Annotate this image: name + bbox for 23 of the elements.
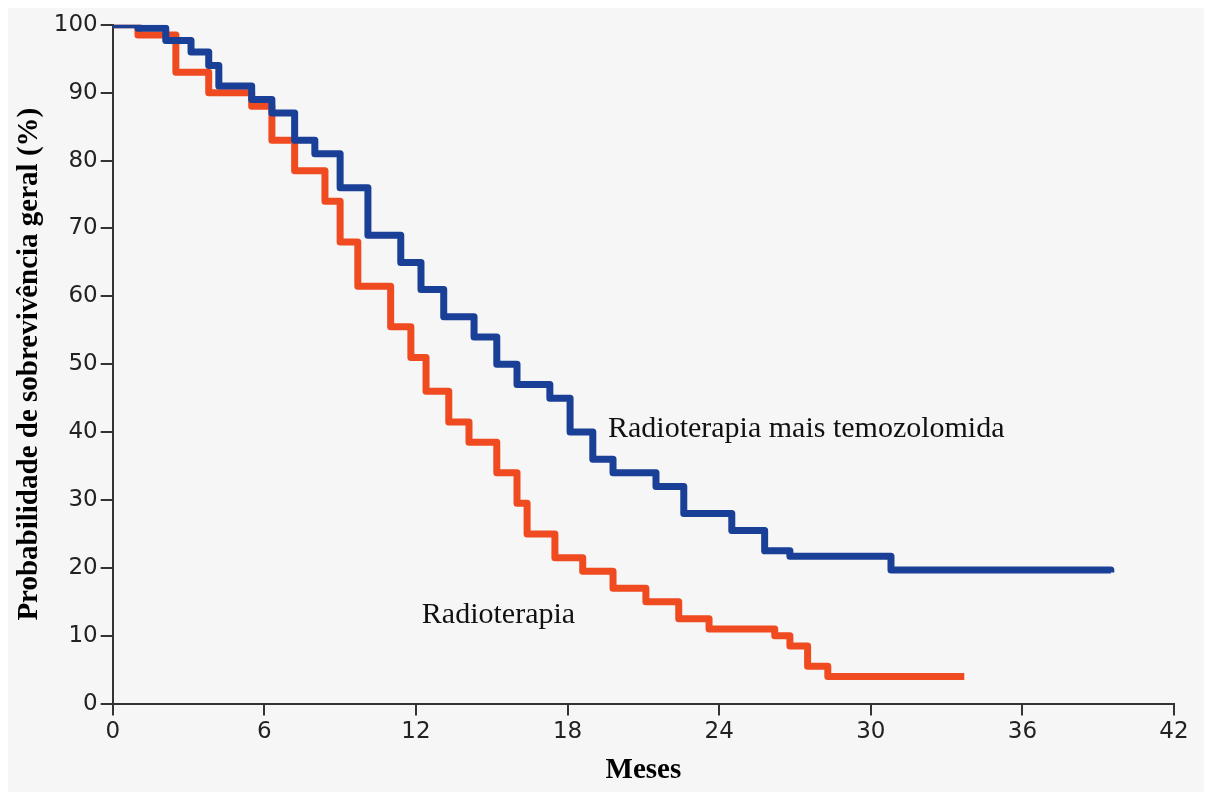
y-tick-label: 60 (68, 281, 98, 308)
x-tick-label: 24 (704, 717, 734, 744)
x-tick-label: 0 (105, 717, 121, 744)
y-tick-label: 10 (68, 620, 98, 647)
x-tick-label: 6 (256, 717, 272, 744)
series-label: Radioterapia (421, 596, 576, 630)
y-tick-label: 30 (68, 484, 98, 511)
x-tick-label: 42 (1159, 717, 1189, 744)
x-tick-label: 36 (1007, 717, 1038, 744)
y-tick-label: 0 (83, 688, 98, 715)
x-tick-label: 18 (552, 717, 583, 744)
y-tick-label: 70 (68, 213, 98, 240)
x-axis-title: Meses (605, 752, 682, 785)
y-tick-label: 50 (68, 349, 98, 376)
series-label: Radioterapia mais temozolomida (607, 409, 1005, 443)
y-tick-label: 40 (68, 417, 98, 444)
x-tick-label: 12 (401, 717, 431, 744)
y-tick-label: 80 (68, 145, 98, 172)
x-tick-label: 30 (856, 717, 886, 744)
y-tick-label: 90 (68, 77, 98, 104)
y-tick-label: 100 (53, 9, 98, 36)
y-axis-title: Probabilidade de sobrevivência geral (%) (10, 107, 44, 621)
y-tick-label: 20 (68, 552, 98, 579)
